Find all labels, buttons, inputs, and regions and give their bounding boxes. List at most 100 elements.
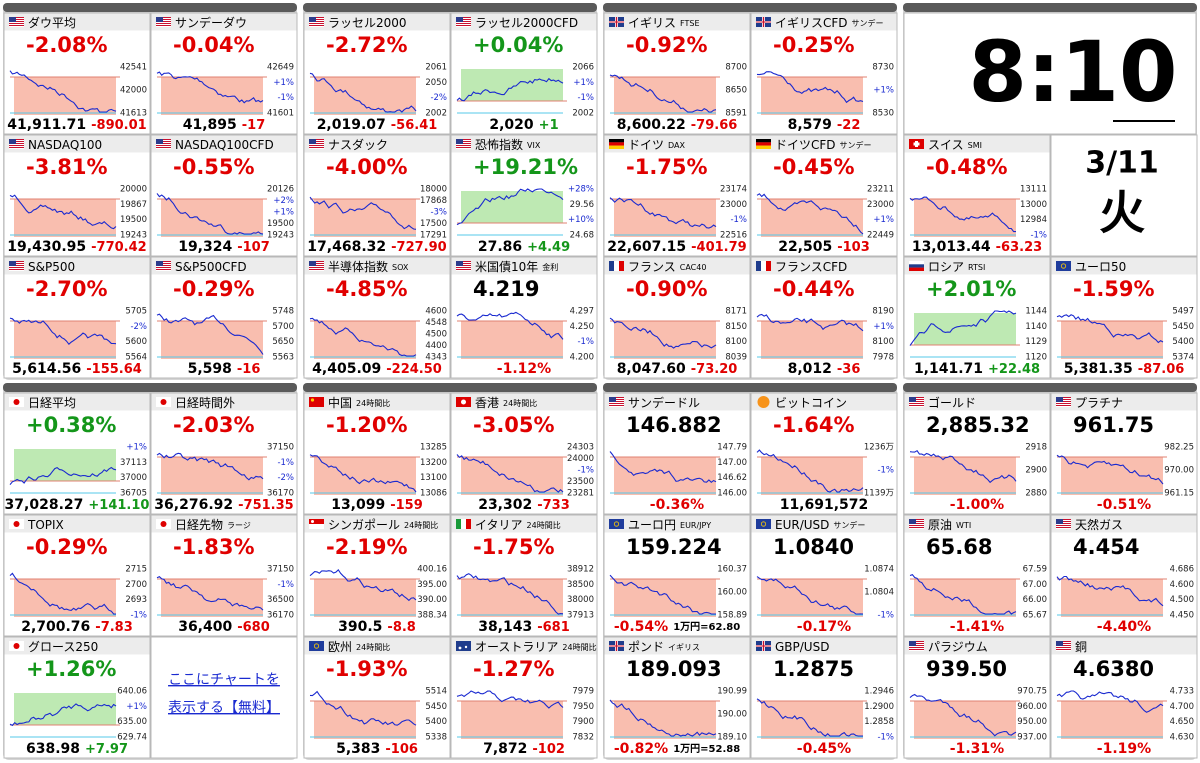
chart-shade bbox=[14, 693, 116, 725]
axis-label: 41601 bbox=[267, 109, 294, 119]
axis-label: 37913 bbox=[567, 611, 594, 621]
tile-title: NASDAQ100CFD bbox=[175, 138, 274, 152]
flag-icon bbox=[9, 261, 24, 271]
tile-footer: 1,141.71 +22.48 bbox=[914, 361, 1040, 377]
headline-value: -4.85% bbox=[326, 277, 408, 301]
footer-main: 8,012 bbox=[788, 361, 832, 377]
clock-time: 8:10 bbox=[969, 23, 1178, 121]
flag-part bbox=[909, 525, 924, 526]
headline-value: -1.93% bbox=[326, 657, 408, 681]
axis-label: 4.297 bbox=[570, 307, 594, 317]
flag-part bbox=[309, 397, 324, 407]
axis-label: 2700 bbox=[125, 580, 147, 590]
flag-part bbox=[156, 25, 171, 26]
promo-link[interactable]: 表示する【無料】 bbox=[168, 700, 280, 716]
flag-part bbox=[909, 261, 924, 265]
flag-part bbox=[13, 399, 20, 405]
flag-part bbox=[609, 145, 624, 149]
headline-value: -3.05% bbox=[473, 413, 555, 437]
tile-header bbox=[904, 637, 1050, 655]
chart-shade bbox=[761, 457, 863, 495]
tile-title: ドイツCFD サンデー bbox=[775, 138, 872, 152]
axis-label: 960.00 bbox=[1017, 702, 1047, 712]
footer-sub: +1 bbox=[539, 118, 559, 133]
promo-link[interactable]: ここにチャートを bbox=[168, 672, 280, 688]
tile-title: イギリス FTSE bbox=[628, 16, 700, 30]
flag-part bbox=[311, 520, 314, 523]
price-line bbox=[309, 454, 417, 493]
axis-label: 23000 bbox=[720, 200, 747, 210]
tile-name: シンガポール bbox=[328, 518, 400, 532]
footer-sub: -103 bbox=[837, 240, 870, 255]
flag-part bbox=[456, 17, 463, 22]
chart-shade bbox=[761, 701, 863, 739]
flag-part bbox=[909, 643, 924, 644]
tile-name: ロシア bbox=[928, 260, 964, 274]
tile-sub: イギリス bbox=[668, 643, 700, 652]
tile-title: 日経平均 bbox=[28, 396, 76, 410]
axis-label: 5564 bbox=[125, 353, 147, 363]
flag-part bbox=[156, 269, 171, 270]
tile-title: イギリスCFD サンデー bbox=[775, 16, 884, 30]
footer-main: 36,400 bbox=[178, 619, 232, 635]
axis-label: 2050 bbox=[425, 78, 447, 88]
footer-sub: +141.10 bbox=[88, 498, 149, 513]
price-line bbox=[609, 699, 717, 737]
chart-shade bbox=[914, 199, 1016, 237]
headline-value: -0.90% bbox=[626, 277, 708, 301]
tile-name: ポンド bbox=[628, 640, 664, 654]
flag-part bbox=[9, 147, 24, 148]
price-line bbox=[156, 71, 264, 104]
tile-name: ラッセル2000 bbox=[328, 16, 407, 30]
tile bbox=[750, 514, 898, 637]
axis-label: 36170 bbox=[267, 611, 294, 621]
headline-value: 4.6380 bbox=[1073, 657, 1154, 681]
footer-sub: -16 bbox=[237, 362, 261, 377]
tile-footer: 8,047.60 -73.20 bbox=[617, 361, 738, 377]
tile-name: 天然ガス bbox=[1075, 517, 1123, 532]
flag-icon bbox=[309, 397, 324, 407]
flag-part bbox=[756, 142, 771, 146]
footer-main: 36,276.92 bbox=[154, 497, 233, 513]
flag-part bbox=[1056, 403, 1071, 404]
axis-label: 640.06 bbox=[117, 687, 147, 697]
footer-main: 5,383 bbox=[336, 741, 380, 757]
tile-footer: 41,895 -17 bbox=[183, 117, 266, 133]
footer-sub: -36 bbox=[837, 362, 861, 377]
tile-title: スイス SMI bbox=[928, 138, 982, 152]
chart-shade bbox=[614, 321, 716, 359]
headline-value: +0.04% bbox=[473, 33, 563, 57]
tile-title: ポンド イギリス bbox=[628, 640, 700, 654]
footer-main: -4.40% bbox=[1097, 619, 1151, 635]
price-line bbox=[456, 311, 564, 340]
axis-label: -1% bbox=[1030, 231, 1047, 241]
tile-footer: -1.19% bbox=[1097, 741, 1151, 757]
flag-icon bbox=[909, 261, 924, 271]
tile-footer: 5,381.35 -87.06 bbox=[1064, 361, 1185, 377]
axis-label: 8650 bbox=[725, 86, 747, 96]
flag-icon bbox=[909, 139, 924, 149]
flag-part bbox=[156, 145, 171, 146]
axis-label: 8100 bbox=[725, 337, 747, 347]
flag-part bbox=[309, 21, 324, 22]
flag-part bbox=[909, 397, 924, 398]
axis-label: 160.37 bbox=[717, 565, 747, 575]
tile-title: パラジウム bbox=[928, 640, 988, 654]
axis-label: 400.16 bbox=[417, 565, 447, 575]
headline-value: -0.29% bbox=[26, 535, 108, 559]
tile-header bbox=[604, 637, 750, 655]
axis-label: 2693 bbox=[125, 595, 147, 605]
headline-value: -1.83% bbox=[173, 535, 255, 559]
flag-part bbox=[456, 141, 471, 142]
headline-value: -1.64% bbox=[773, 413, 855, 437]
axis-label: 950.00 bbox=[1017, 717, 1047, 727]
flag-part bbox=[909, 519, 916, 524]
footer-sub: -733 bbox=[537, 498, 570, 513]
tile-header bbox=[604, 135, 750, 153]
tile-name: S&P500 bbox=[28, 260, 75, 274]
flag-part bbox=[619, 261, 624, 271]
axis-label: +28% bbox=[568, 185, 594, 195]
chart-shade bbox=[1061, 321, 1163, 359]
axis-label: 5705 bbox=[125, 307, 147, 317]
axis-label: 1140 bbox=[1025, 322, 1047, 332]
